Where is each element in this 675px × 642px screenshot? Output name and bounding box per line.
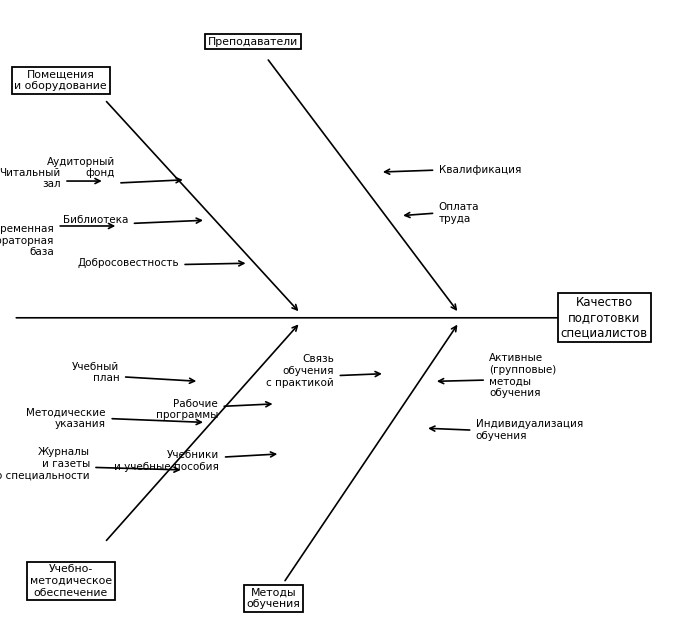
- Text: Рабочие
программы: Рабочие программы: [156, 399, 218, 421]
- Text: Учебники
и учебные пособия: Учебники и учебные пособия: [115, 450, 219, 472]
- Text: Методические
указания: Методические указания: [26, 408, 106, 429]
- Text: Аудиторный
фонд: Аудиторный фонд: [47, 157, 115, 178]
- Text: Индивидуализация
обучения: Индивидуализация обучения: [476, 419, 583, 441]
- Text: Современная
лабораторная
база: Современная лабораторная база: [0, 224, 54, 257]
- Text: Читальный
зал: Читальный зал: [0, 168, 61, 189]
- Text: Учебный
план: Учебный план: [72, 361, 119, 383]
- Text: Связь
обучения
с практикой: Связь обучения с практикой: [267, 354, 334, 388]
- Text: Активные
(групповые)
методы
обучения: Активные (групповые) методы обучения: [489, 353, 557, 398]
- Text: Квалификация: Квалификация: [439, 165, 521, 175]
- Text: Библиотека: Библиотека: [63, 215, 128, 225]
- Text: Учебно-
методическое
обеспечение: Учебно- методическое обеспечение: [30, 564, 112, 598]
- Text: Журналы
и газеты
по специальности: Журналы и газеты по специальности: [0, 447, 90, 480]
- Text: Оплата
труда: Оплата труда: [439, 202, 479, 224]
- Text: Методы
обучения: Методы обучения: [246, 587, 300, 609]
- Text: Помещения
и оборудование: Помещения и оборудование: [14, 69, 107, 91]
- Text: Добросовестность: Добросовестность: [77, 258, 179, 268]
- Text: Качество
подготовки
специалистов: Качество подготовки специалистов: [560, 297, 648, 339]
- Text: Преподаватели: Преподаватели: [208, 37, 298, 47]
